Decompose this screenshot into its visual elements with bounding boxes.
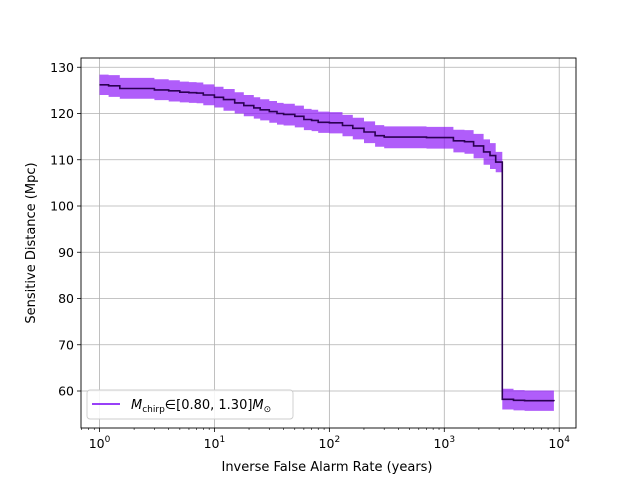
x-tick-label: 102 — [319, 435, 341, 451]
y-tick-label: 120 — [50, 106, 74, 121]
legend-range: ∈[0.80, 1.30] — [165, 398, 253, 413]
x-tick-base: 10 — [548, 436, 564, 451]
x-tick-exponent: 4 — [564, 435, 570, 445]
series-line — [99, 84, 555, 402]
x-tick-base: 10 — [89, 436, 105, 451]
x-tick-exponent: 0 — [105, 435, 111, 445]
y-tick-label: 70 — [58, 337, 74, 352]
legend-chirp-subscript: chirp — [142, 405, 165, 415]
legend-unit-subscript: ⊙ — [264, 405, 272, 415]
series-line-layer — [99, 84, 555, 402]
x-tick-label: 103 — [433, 435, 455, 451]
x-tick-exponent: 3 — [449, 435, 455, 445]
x-tick-label: 100 — [89, 435, 111, 451]
legend-chirp-symbol: M — [131, 398, 142, 413]
x-tick-base: 10 — [433, 436, 449, 451]
y-tick-label: 60 — [58, 384, 74, 399]
y-axis-label: Sensitive Distance (Mpc) — [24, 162, 39, 323]
x-tick-base: 10 — [319, 436, 335, 451]
y-axis-ticks: 60 70 80 90 100 110 120 130 — [50, 60, 81, 399]
legend-unit-symbol: M — [252, 398, 263, 413]
legend-box — [86, 389, 294, 420]
x-axis-ticks: 100 101 102 103 104 — [81, 428, 570, 451]
legend: Mchirp∈[0.80, 1.30]M⊙ — [86, 389, 294, 420]
y-tick-label: 90 — [58, 245, 74, 260]
legend-label: Mchirp∈[0.80, 1.30]M⊙ — [131, 398, 271, 415]
plot-area-frame — [80, 57, 577, 429]
x-tick-base: 10 — [204, 436, 220, 451]
y-tick-label: 80 — [58, 291, 74, 306]
x-tick-label: 104 — [548, 435, 570, 451]
y-tick-label: 110 — [50, 152, 74, 167]
x-axis-label: Inverse False Alarm Rate (years) — [221, 460, 432, 475]
y-tick-label: 130 — [50, 60, 74, 75]
y-tick-label: 100 — [50, 199, 74, 214]
x-tick-exponent: 1 — [220, 435, 226, 445]
x-tick-exponent: 2 — [334, 435, 340, 445]
x-tick-label: 101 — [204, 435, 226, 451]
